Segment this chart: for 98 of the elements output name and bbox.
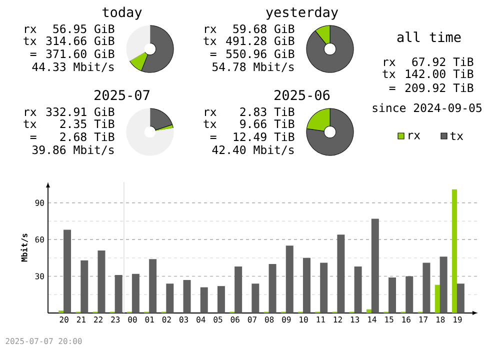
bar: [452, 189, 457, 313]
bar: [166, 284, 174, 313]
text: 42.40 Mbit/s: [212, 145, 294, 156]
bar: [64, 230, 72, 313]
text: 2.68 TiB: [60, 132, 114, 142]
text: 2.35 TiB: [60, 119, 114, 128]
text: 209.92 TiB: [405, 83, 474, 92]
bar: [422, 262, 430, 313]
text: all time: [397, 32, 461, 42]
bar: [200, 287, 208, 313]
text: =: [30, 136, 36, 140]
x-tick-label: 08: [265, 316, 274, 323]
x-tick-label: 21: [76, 316, 86, 322]
bar: [440, 256, 448, 313]
x-tick-label: 09: [282, 316, 291, 323]
bar: [456, 284, 464, 313]
text: 44.33 Mbit/s: [32, 62, 114, 72]
text: rx: [384, 60, 396, 66]
bar: [114, 275, 122, 313]
text: 550.96 GiB: [226, 49, 294, 58]
text: 54.78 Mbit/s: [212, 62, 294, 72]
bar: [149, 259, 157, 313]
text: 2.83 TiB: [240, 107, 294, 116]
x-tick-label: 12: [334, 316, 342, 322]
x-tick-label: 06: [230, 316, 240, 323]
text: 56.95 GiB: [53, 24, 114, 34]
text: tx: [24, 120, 36, 128]
bar: [371, 218, 379, 313]
bar: [80, 260, 88, 313]
x-tick-label: 23: [111, 316, 120, 323]
text: rx: [204, 110, 216, 116]
bar: [320, 262, 328, 313]
y-tick-label: 90: [35, 200, 44, 206]
bar: [388, 277, 396, 313]
text: 39.86 Mbit/s: [32, 145, 114, 156]
bar: [337, 234, 345, 313]
x-tick-label: 04: [196, 316, 206, 323]
text: =: [210, 52, 216, 56]
bar: [183, 280, 191, 313]
text: 332.91 GiB: [46, 107, 114, 116]
x-tick-label: 07: [248, 316, 256, 323]
y-axis-title: Mbit/s: [20, 234, 28, 262]
text: 371.60 GiB: [46, 49, 114, 58]
text: 314.66 GiB: [46, 36, 114, 46]
bar: [354, 266, 362, 313]
x-tick-label: 19: [454, 316, 462, 323]
text: rx: [24, 26, 36, 33]
text: 67.92 TiB: [412, 57, 474, 66]
y-tick-label: 60: [35, 236, 44, 243]
x-tick-label: 13: [350, 316, 360, 323]
bar: [252, 284, 260, 313]
text: tx: [204, 120, 216, 128]
bar: [217, 286, 225, 313]
x-tick-label: 17: [419, 316, 428, 322]
text: tx: [204, 36, 216, 45]
text: rx: [24, 110, 36, 116]
bar: [132, 274, 140, 313]
legend-label: rx: [408, 132, 420, 140]
bar: [268, 264, 276, 313]
x-tick-label: 05: [214, 316, 222, 323]
x-tick-label: 22: [94, 316, 102, 322]
legend-label: tx: [450, 132, 464, 140]
x-tick-label: 11: [316, 316, 325, 322]
bar: [286, 246, 294, 313]
text: tx: [382, 70, 396, 78]
text: 142.00 TiB: [406, 69, 474, 78]
bar: [406, 276, 414, 313]
y-tick-label: 30: [35, 273, 44, 280]
text: =: [210, 136, 216, 140]
x-tick-label: 16: [402, 316, 410, 323]
bar: [434, 284, 440, 313]
text: =: [389, 86, 396, 90]
chart-title: today: [102, 6, 142, 20]
x-tick-label: 01: [145, 316, 154, 323]
bar: [98, 250, 106, 313]
bar: [302, 258, 310, 313]
text: 491.28 GiB: [226, 36, 294, 46]
chart-title: yesterday: [266, 6, 338, 20]
text: 9.66 TiB: [240, 119, 294, 128]
text: since 2024-09-05: [372, 103, 482, 112]
chart-title: 2025-06: [274, 90, 330, 100]
text: rx: [204, 26, 216, 33]
bar: [366, 309, 372, 313]
x-tick-label: 03: [180, 316, 188, 323]
x-tick-label: 15: [385, 316, 394, 322]
text: 2025-07-07 20:00: [6, 338, 82, 344]
x-tick-label: 18: [436, 316, 445, 323]
text: 12.49 TiB: [234, 132, 294, 142]
bar: [234, 266, 242, 313]
x-tick-label: 20: [60, 316, 68, 323]
text: =: [30, 52, 36, 56]
text: tx: [24, 36, 36, 45]
x-tick-label: 00: [128, 316, 137, 323]
chart-title: 2025-07: [94, 90, 150, 100]
text: 59.68 GiB: [233, 24, 294, 34]
x-tick-label: 14: [368, 316, 376, 322]
x-tick-label: 02: [162, 316, 171, 323]
x-tick-label: 10: [300, 316, 308, 323]
